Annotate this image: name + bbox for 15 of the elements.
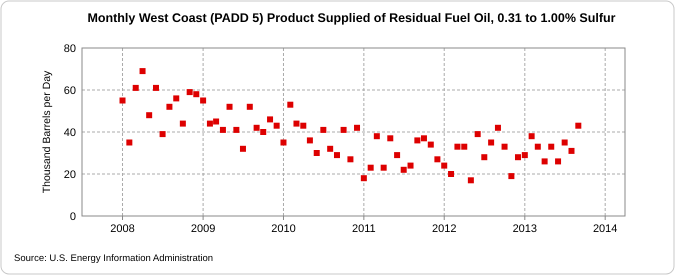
x-tick-label: 2014 xyxy=(592,223,618,235)
y-tick-label: 20 xyxy=(64,169,76,181)
x-tick-label: 2012 xyxy=(432,223,456,235)
x-tick-label: 2011 xyxy=(352,223,376,235)
y-axis-title: Thousand Barrels per Day xyxy=(41,70,53,194)
chart-title: Monthly West Coast (PADD 5) Product Supplied of Residual Fuel Oil, 0.31 to 1.00% Sulfur xyxy=(87,11,616,25)
source-note: Source: U.S. Energy Information Administration xyxy=(14,253,214,264)
y-tick-label: 80 xyxy=(64,43,76,55)
y-tick-label: 0 xyxy=(70,211,76,223)
y-tick-label: 60 xyxy=(64,85,76,97)
y-tick-label: 40 xyxy=(64,127,76,139)
x-tick-label: 2009 xyxy=(190,223,216,235)
x-tick-label: 2008 xyxy=(110,223,135,235)
x-tick-label: 2013 xyxy=(512,223,538,235)
x-tick-label: 2010 xyxy=(271,223,296,235)
